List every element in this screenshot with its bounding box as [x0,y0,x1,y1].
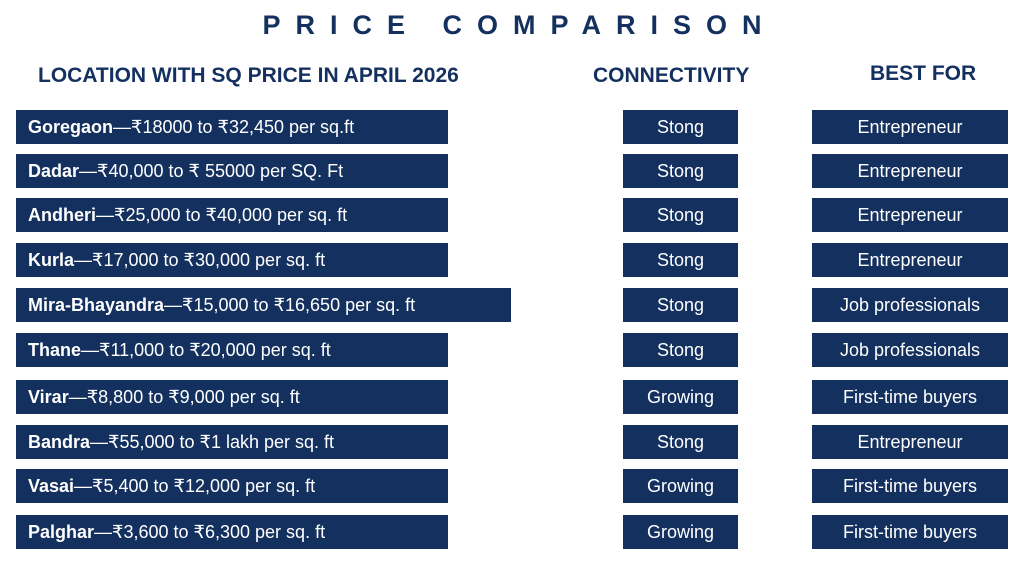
location-name: Kurla [28,250,75,270]
location-price-cell: Mira-Bhayandra—₹15,000 to ₹16,650 per sq… [16,288,511,322]
location-name: Vasai [28,476,75,496]
best-for-cell: Entrepreneur [812,198,1008,232]
best-for-cell: Job professionals [812,288,1008,322]
connectivity-cell: Stong [623,198,738,232]
location-name: Virar [28,387,69,407]
location-price-cell: Bandra—₹55,000 to ₹1 lakh per sq. ft [16,425,448,459]
location-name: Bandra [28,432,91,452]
price-range: —₹25,000 to ₹40,000 per sq. ft [96,205,348,225]
location-price-cell: Vasai—₹5,400 to ₹12,000 per sq. ft [16,469,448,503]
table-row: Mira-Bhayandra—₹15,000 to ₹16,650 per sq… [0,288,1024,324]
table-row: Vasai—₹5,400 to ₹12,000 per sq. ft Growin… [0,469,1024,505]
location-price-cell: Goregaon—₹18000 to ₹32,450 per sq.ft [16,110,448,144]
price-range: —₹40,000 to ₹ 55000 per SQ. Ft [79,161,344,181]
location-name: Andheri [28,205,97,225]
connectivity-cell: Growing [623,380,738,414]
table-row: Palghar—₹3,600 to ₹6,300 per sq. ft Growi… [0,515,1024,551]
best-for-cell: Entrepreneur [812,110,1008,144]
location-name: Palghar [28,522,95,542]
location-column-header: LOCATION WITH SQ PRICE IN APRIL 2026 [38,64,459,87]
connectivity-cell: Growing [623,515,738,549]
connectivity-cell: Stong [623,333,738,367]
location-price-cell: Dadar—₹40,000 to ₹ 55000 per SQ. Ft [16,154,448,188]
table-row: Virar—₹8,800 to ₹9,000 per sq. ft Growing… [0,380,1024,416]
location-price-cell: Kurla—₹17,000 to ₹30,000 per sq. ft [16,243,448,277]
price-range: —₹8,800 to ₹9,000 per sq. ft [68,387,300,407]
price-range: —₹55,000 to ₹1 lakh per sq. ft [90,432,335,452]
location-price-cell: Andheri—₹25,000 to ₹40,000 per sq. ft [16,198,448,232]
table-row: Bandra—₹55,000 to ₹1 lakh per sq. ft Ston… [0,425,1024,461]
connectivity-column-header: CONNECTIVITY [593,64,750,87]
best-for-cell: First-time buyers [812,380,1008,414]
table-row: Andheri—₹25,000 to ₹40,000 per sq. ft Sto… [0,198,1024,234]
location-name: Goregaon [28,117,114,137]
location-name: Thane [28,340,82,360]
location-price-cell: Thane—₹11,000 to ₹20,000 per sq. ft [16,333,448,367]
price-range: —₹15,000 to ₹16,650 per sq. ft [164,295,416,315]
connectivity-cell: Stong [623,154,738,188]
price-range: —₹17,000 to ₹30,000 per sq. ft [74,250,326,270]
connectivity-cell: Stong [623,288,738,322]
best-for-cell: Entrepreneur [812,243,1008,277]
connectivity-cell: Stong [623,110,738,144]
connectivity-cell: Stong [623,425,738,459]
location-name: Mira-Bhayandra [28,295,165,315]
location-price-cell: Palghar—₹3,600 to ₹6,300 per sq. ft [16,515,448,549]
best-for-cell: Entrepreneur [812,425,1008,459]
best-for-cell: Job professionals [812,333,1008,367]
price-range: —₹11,000 to ₹20,000 per sq. ft [81,340,331,360]
table-row: Thane—₹11,000 to ₹20,000 per sq. ft Stong… [0,333,1024,369]
best-for-column-header: BEST FOR [870,62,977,85]
location-price-cell: Virar—₹8,800 to ₹9,000 per sq. ft [16,380,448,414]
page-title: PRICE COMPARISON [262,10,777,40]
connectivity-cell: Growing [623,469,738,503]
best-for-cell: First-time buyers [812,515,1008,549]
price-range: —₹18000 to ₹32,450 per sq.ft [113,117,355,137]
table-row: Dadar—₹40,000 to ₹ 55000 per SQ. Ft Stong… [0,154,1024,190]
best-for-cell: First-time buyers [812,469,1008,503]
table-row: Kurla—₹17,000 to ₹30,000 per sq. ft Stong… [0,243,1024,279]
table-row: Goregaon—₹18000 to ₹32,450 per sq.ft Ston… [0,110,1024,146]
price-range: —₹3,600 to ₹6,300 per sq. ft [94,522,326,542]
location-name: Dadar [28,161,80,181]
price-range: —₹5,400 to ₹12,000 per sq. ft [74,476,316,496]
connectivity-cell: Stong [623,243,738,277]
best-for-cell: Entrepreneur [812,154,1008,188]
